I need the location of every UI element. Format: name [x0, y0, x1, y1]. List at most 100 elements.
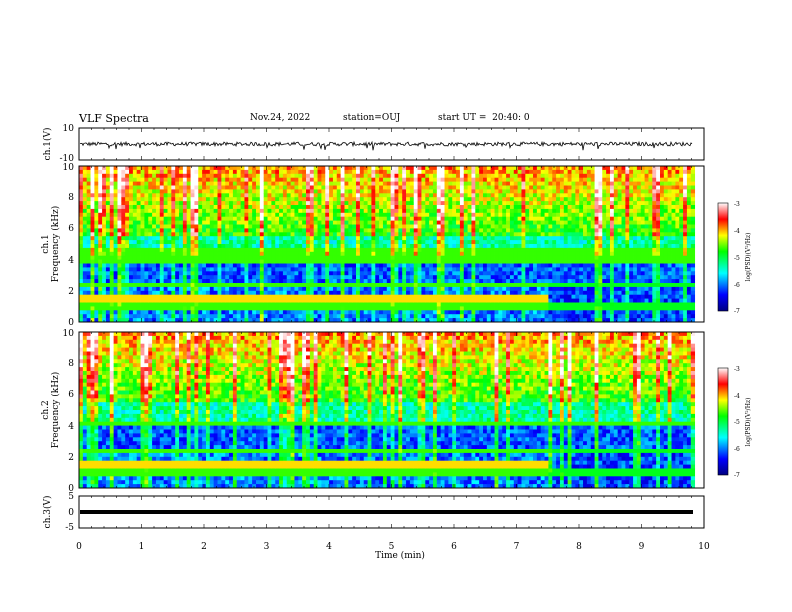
spectrogram-cell	[132, 228, 138, 233]
spectrogram-cell	[471, 267, 476, 272]
spectrogram-cell	[102, 251, 107, 257]
spectrogram-cell	[471, 310, 476, 315]
spectrogram-cell	[240, 169, 245, 175]
spectrogram-cell	[202, 224, 207, 229]
spectrogram-cell	[190, 185, 195, 190]
spectrogram-cell	[394, 177, 399, 182]
spectrogram-cell	[417, 318, 422, 323]
spectrogram-cell	[306, 271, 311, 276]
spectrogram-cell	[255, 181, 261, 186]
spectrogram-cell	[344, 189, 349, 194]
spectrogram-cell	[417, 298, 422, 303]
spectrogram-cell	[313, 267, 318, 272]
spectrogram-cell	[486, 294, 492, 299]
spectrogram-cell	[267, 208, 272, 214]
spectrogram-cell	[255, 216, 261, 221]
spectrogram-cell	[209, 263, 215, 268]
spectrogram-cell	[394, 244, 399, 249]
spectrogram-cell	[217, 290, 222, 296]
spectrogram-cell	[279, 279, 284, 284]
spectrogram-cell	[94, 251, 99, 257]
spectrogram-cell	[367, 314, 372, 319]
spectrogram-cell	[148, 181, 153, 186]
spectrogram-cell	[448, 298, 453, 303]
spectrogram-cell	[171, 314, 176, 319]
spectrogram-cell	[275, 224, 280, 229]
spectrogram-cell	[179, 189, 184, 194]
spectrogram-cell	[267, 283, 272, 288]
spectrogram-cell	[367, 298, 372, 303]
spectrogram-cell	[525, 208, 530, 214]
spectrogram-cell	[94, 236, 99, 241]
spectrogram-cell	[348, 169, 353, 175]
spectrogram-cell	[298, 236, 303, 241]
spectrogram-cell	[290, 294, 295, 299]
spectrogram-cell	[198, 298, 203, 303]
spectrogram-cell	[275, 220, 280, 225]
spectrogram-cell	[121, 240, 126, 245]
spectrogram-cell	[190, 193, 195, 198]
spectrogram-cell	[255, 208, 261, 214]
spectrogram-cell	[309, 290, 315, 296]
spectrogram-cell	[182, 314, 188, 319]
spectrogram-cell	[421, 169, 426, 175]
spectrogram-cell	[259, 247, 265, 253]
spectrogram-cell	[498, 255, 503, 260]
spectrogram-cell	[513, 279, 519, 284]
spectrogram-cell	[483, 290, 488, 296]
spectrogram-cell	[340, 259, 345, 264]
spectrogram-cell	[456, 201, 461, 206]
spectrogram-cell	[379, 208, 384, 214]
spectrogram-cell	[248, 185, 253, 190]
spectrogram-cell	[321, 177, 326, 182]
spectrogram-cell	[144, 224, 149, 229]
spectrogram-cell	[202, 232, 207, 237]
spectrogram-cell	[463, 220, 469, 225]
spectrogram-cell	[390, 169, 395, 175]
spectrogram-cell	[286, 310, 292, 315]
spectrogram-cell	[367, 310, 372, 315]
spectrogram-cell	[217, 298, 222, 303]
spectrogram-cell	[332, 236, 338, 241]
spectrogram-cell	[171, 193, 176, 198]
spectrogram-cell	[386, 185, 392, 190]
spectrogram-cell	[302, 169, 307, 175]
spectrogram-cell	[294, 294, 299, 299]
spectrogram-cell	[244, 169, 249, 175]
spectrogram-cell	[252, 314, 257, 319]
spectrogram-cell	[463, 283, 469, 288]
spectrogram-cell	[244, 251, 249, 257]
spectrogram-cell	[313, 205, 318, 210]
spectrogram-cell	[340, 267, 345, 272]
spectrogram-cell	[82, 310, 88, 315]
spectrogram-cell	[294, 193, 299, 198]
spectrogram-cell	[225, 166, 230, 171]
spectrogram-cell	[429, 286, 434, 292]
spectrogram-cell	[429, 240, 434, 245]
spectrogram-cell	[229, 306, 234, 311]
spectrogram-cell	[406, 302, 411, 307]
spectrogram-cell	[282, 177, 288, 182]
spectrogram-cell	[483, 318, 488, 323]
spectrogram-cell	[202, 240, 207, 245]
spectrogram-cell	[171, 251, 176, 257]
spectrogram-cell	[359, 251, 365, 257]
spectrogram-cell	[544, 177, 549, 182]
spectrogram-cell	[309, 185, 315, 190]
spectrogram-cell	[275, 314, 280, 319]
spectrogram-cell	[382, 279, 388, 284]
spectrogram-cell	[490, 306, 495, 311]
spectrogram-cell	[94, 173, 99, 179]
spectrogram-cell	[352, 216, 357, 221]
spectrogram-cell	[263, 197, 268, 202]
spectrogram-cell	[517, 193, 522, 198]
spectrogram-cell	[386, 193, 392, 198]
spectrogram-cell	[155, 271, 161, 276]
spectrogram-cell	[471, 236, 476, 241]
spectrogram-cell	[544, 173, 549, 179]
spectrogram-cell	[506, 314, 511, 319]
spectrogram-cell	[467, 286, 472, 292]
spectrogram-cell	[544, 244, 549, 249]
spectrogram-cell	[186, 212, 191, 218]
spectrogram-cell	[394, 240, 399, 245]
